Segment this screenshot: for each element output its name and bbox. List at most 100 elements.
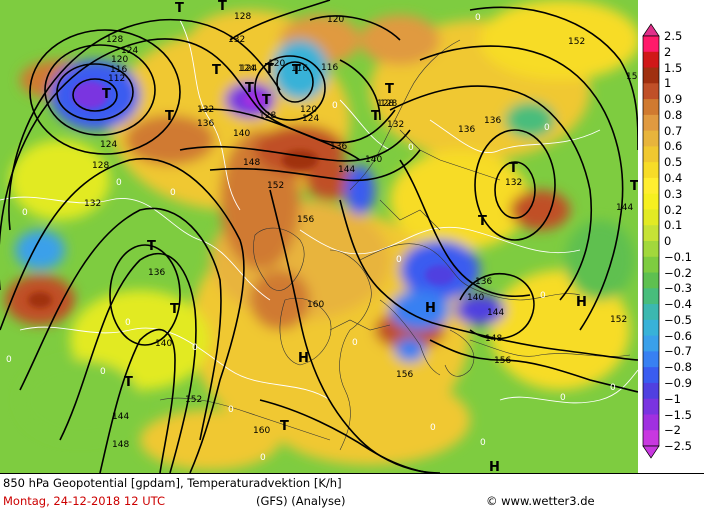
low-marker: T xyxy=(280,419,289,434)
contour-label: 124 xyxy=(302,114,319,124)
legend-swatch xyxy=(643,414,659,431)
contour-label: 160 xyxy=(253,426,270,436)
legend-label: −0.5 xyxy=(664,312,692,327)
pressure-markers: T T T T T T T T T T T T T T T T T H H H … xyxy=(102,0,638,473)
legend-label: 2 xyxy=(664,44,672,59)
high-marker: H xyxy=(425,301,436,316)
legend-label: −0.9 xyxy=(664,375,692,390)
contour-label: 124 xyxy=(100,140,117,150)
contour-label: 156 xyxy=(494,356,511,366)
contour-label: 152 xyxy=(568,37,585,47)
low-marker: T xyxy=(102,87,111,102)
contour-label: 160 xyxy=(307,300,324,310)
zero-label: 0 xyxy=(6,355,12,365)
legend-label: 1 xyxy=(664,76,672,91)
contour-label: 120 xyxy=(268,59,285,69)
legend-swatch xyxy=(643,51,659,69)
low-marker: T xyxy=(165,109,174,124)
contour-label: 132 xyxy=(197,105,214,115)
low-marker: T xyxy=(175,1,184,16)
zero-label: 0 xyxy=(544,123,550,133)
zero-label: 0 xyxy=(192,343,198,353)
weather-map: T T T T T T T T T T T T T T T T T H H H … xyxy=(0,0,638,473)
legend-top-arrow xyxy=(642,23,660,37)
legend-swatch xyxy=(643,130,659,147)
legend-swatch xyxy=(643,398,659,415)
contour-label: 128 xyxy=(106,35,123,45)
zero-label: 0 xyxy=(116,178,122,188)
contour-label: 128 xyxy=(259,111,276,121)
legend-label: 0.8 xyxy=(664,107,683,122)
contour-label: 156 xyxy=(297,215,314,225)
low-marker: T xyxy=(630,179,638,194)
contour-label: 144 xyxy=(487,308,504,318)
legend-swatch xyxy=(643,335,659,352)
copyright-icon: © xyxy=(486,494,498,508)
zero-contours xyxy=(0,19,638,404)
zero-label: 0 xyxy=(100,367,106,377)
legend-swatch xyxy=(643,209,659,226)
geopotential-isolines xyxy=(0,0,638,473)
contour-label: 152 xyxy=(185,395,202,405)
contour-label: 116 xyxy=(321,63,338,73)
legend-swatch xyxy=(643,272,659,289)
legend-swatch xyxy=(643,382,659,400)
legend-label: 2.5 xyxy=(664,29,683,43)
legend-swatch xyxy=(643,288,659,305)
legend-swatch xyxy=(643,304,659,321)
low-marker: T xyxy=(245,81,254,96)
legend-label: 0.6 xyxy=(664,139,683,154)
legend-swatch xyxy=(643,146,659,163)
zero-label: 0 xyxy=(260,453,266,463)
contour-label: 136 xyxy=(475,277,492,287)
legend-label: −0.6 xyxy=(664,328,692,343)
zero-label: 0 xyxy=(22,208,28,218)
contour-label: 128 xyxy=(380,99,397,109)
advection-field xyxy=(0,0,638,473)
credit: © www.wetter3.de xyxy=(486,494,595,508)
low-marker: T xyxy=(371,109,380,124)
zero-label: 0 xyxy=(125,318,131,328)
low-marker: T xyxy=(509,161,518,176)
low-marker: T xyxy=(292,63,301,78)
contour-label: 132 xyxy=(84,199,101,209)
zero-label: 0 xyxy=(540,291,546,301)
contour-label: 148 xyxy=(112,440,129,450)
contour-label: 124 xyxy=(238,64,255,74)
legend-swatch xyxy=(643,67,659,84)
map-title: 850 hPa Geopotential [gpdam], Temperatur… xyxy=(3,476,342,490)
high-marker: H xyxy=(489,460,500,473)
legend-swatch xyxy=(643,193,659,210)
legend-swatch xyxy=(643,225,659,242)
legend-label: 0 xyxy=(664,234,672,248)
contour-label: 136 xyxy=(330,142,347,152)
high-marker: H xyxy=(298,351,309,366)
contour-label: 132 xyxy=(387,120,404,130)
legend-label: −0.8 xyxy=(664,360,692,375)
map-caption: 850 hPa Geopotential [gpdam], Temperatur… xyxy=(0,473,704,514)
contour-label: 136 xyxy=(458,125,475,135)
color-legend: 2.5 2 1.5 1 0.9 0.8 0.7 0.6 0.5 0.4 0.3 0.2 0.1 0 −0.1… xyxy=(640,0,704,473)
contour-label: 152 xyxy=(610,315,627,325)
legend-swatch xyxy=(643,83,659,100)
contour-label: 112 xyxy=(108,74,125,84)
legend-label: 0.9 xyxy=(664,92,683,107)
legend-label: 0.2 xyxy=(664,202,683,217)
contour-label: 116 xyxy=(291,64,308,74)
contour-labels: 128 132 120 128 124 120 116 112 116 124 … xyxy=(84,12,637,450)
legend-swatch xyxy=(643,319,659,337)
zero-label: 0 xyxy=(480,438,486,448)
low-marker: T xyxy=(478,214,487,229)
contour-label: 120 xyxy=(111,55,128,65)
legend-color-bar xyxy=(642,23,660,459)
contour-label: 156 xyxy=(396,370,413,380)
zero-label: 0 xyxy=(352,338,358,348)
legend-swatch xyxy=(643,241,659,258)
contour-label: 128 xyxy=(234,12,251,22)
legend-label: −2.5 xyxy=(664,439,692,453)
legend-swatch xyxy=(643,351,659,368)
low-marker: T xyxy=(170,302,179,317)
legend-swatch xyxy=(643,367,659,384)
low-marker: T xyxy=(218,0,227,14)
low-marker: T xyxy=(385,82,394,97)
